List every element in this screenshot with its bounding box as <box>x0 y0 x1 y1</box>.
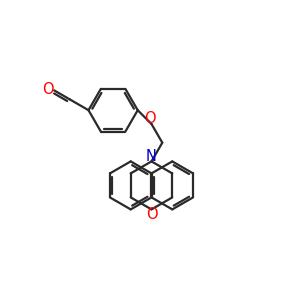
Text: N: N <box>146 149 157 164</box>
Text: O: O <box>42 82 53 97</box>
Text: O: O <box>146 207 157 222</box>
Text: O: O <box>144 111 156 126</box>
